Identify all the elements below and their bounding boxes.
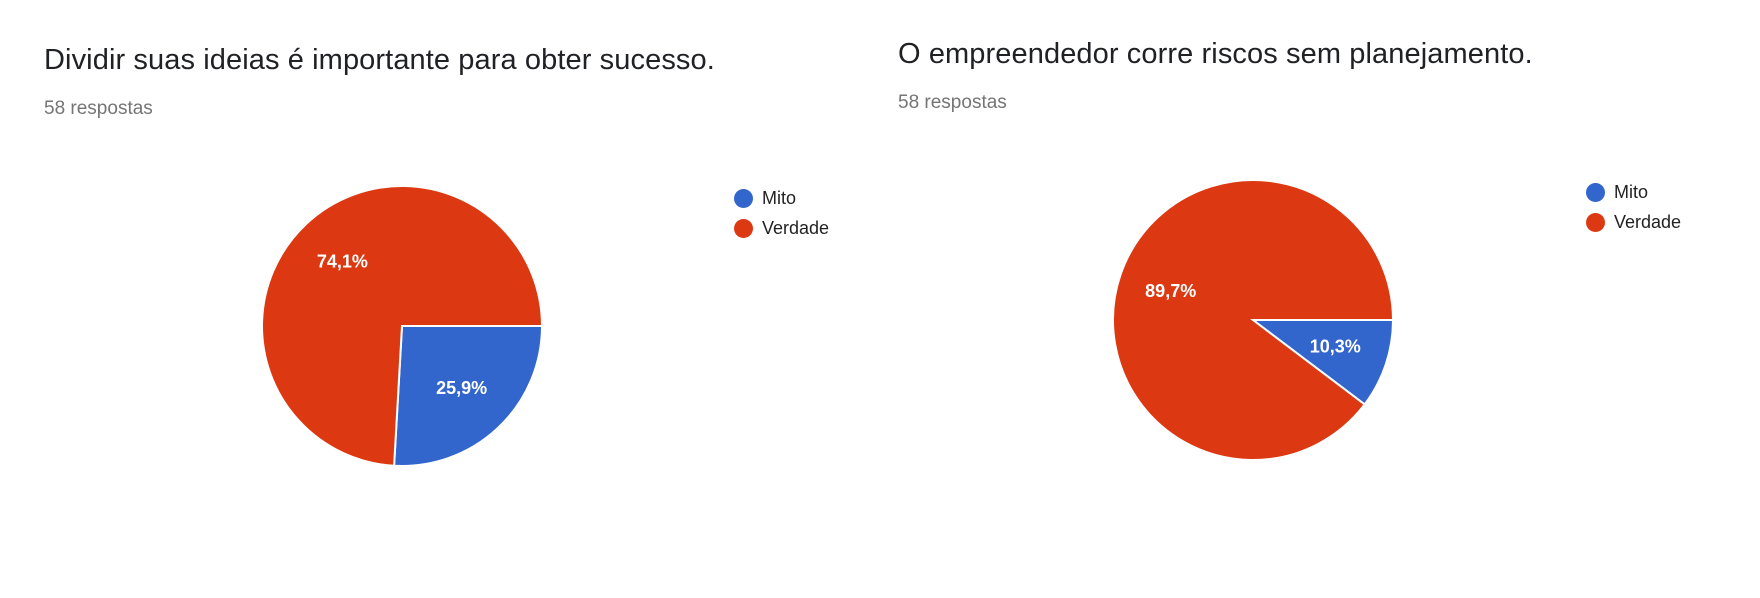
pie-chart: 25,9% 74,1% <box>261 185 544 467</box>
pie-slice-verdade[interactable] <box>261 185 544 467</box>
legend-label: Verdade <box>1614 211 1682 232</box>
legend-item-verdade[interactable]: Verdade <box>1586 207 1681 237</box>
legend-label: Verdade <box>762 217 830 238</box>
legend-marker-verdade <box>734 218 753 238</box>
chart-legend[interactable]: Mito Verdade <box>734 183 829 243</box>
legend-item-verdade[interactable]: Verdade <box>734 213 829 243</box>
legend-item-mito[interactable]: Mito <box>1586 177 1681 207</box>
response-count: 58 respostas <box>898 92 1007 113</box>
slice-label-verdade: 89,7% <box>1145 281 1196 301</box>
legend-label: Mito <box>1614 181 1649 202</box>
slice-label-mito: 25,9% <box>436 378 487 398</box>
chart-title: Dividir suas ideias é importante para ob… <box>44 44 715 76</box>
slice-label-mito: 10,3% <box>1310 336 1361 356</box>
pie-slice-mito[interactable] <box>393 325 544 467</box>
pie-chart: 10,3% 89,7% <box>1112 179 1395 461</box>
pie-slice-mito[interactable] <box>1250 319 1395 406</box>
legend-marker-mito <box>734 188 753 208</box>
legend-marker-verdade <box>1586 212 1605 232</box>
chart-legend[interactable]: Mito Verdade <box>1586 177 1681 237</box>
chart-panel-riscos-planejamento: O empreendedor corre riscos sem planejam… <box>860 0 1760 598</box>
legend-label: Mito <box>762 187 797 208</box>
legend-item-mito[interactable]: Mito <box>734 183 829 213</box>
chart-title: O empreendedor corre riscos sem planejam… <box>898 38 1533 70</box>
pie-slice-verdade[interactable] <box>1112 179 1395 461</box>
chart-panel-dividir-ideias: Dividir suas ideias é importante para ob… <box>0 0 860 598</box>
response-count: 58 respostas <box>44 98 153 119</box>
slice-label-verdade: 74,1% <box>317 252 368 272</box>
legend-marker-mito <box>1586 182 1605 202</box>
